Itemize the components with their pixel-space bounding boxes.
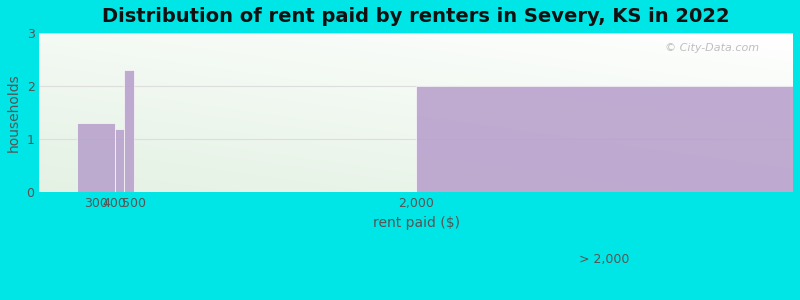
- Text: > 2,000: > 2,000: [579, 253, 630, 266]
- Y-axis label: households: households: [7, 73, 21, 152]
- X-axis label: rent paid ($): rent paid ($): [373, 216, 460, 230]
- Bar: [124, 70, 134, 192]
- Bar: [416, 86, 793, 192]
- Bar: [114, 129, 124, 192]
- Bar: [77, 123, 114, 192]
- Text: © City-Data.com: © City-Data.com: [665, 43, 759, 52]
- Title: Distribution of rent paid by renters in Severy, KS in 2022: Distribution of rent paid by renters in …: [102, 7, 730, 26]
